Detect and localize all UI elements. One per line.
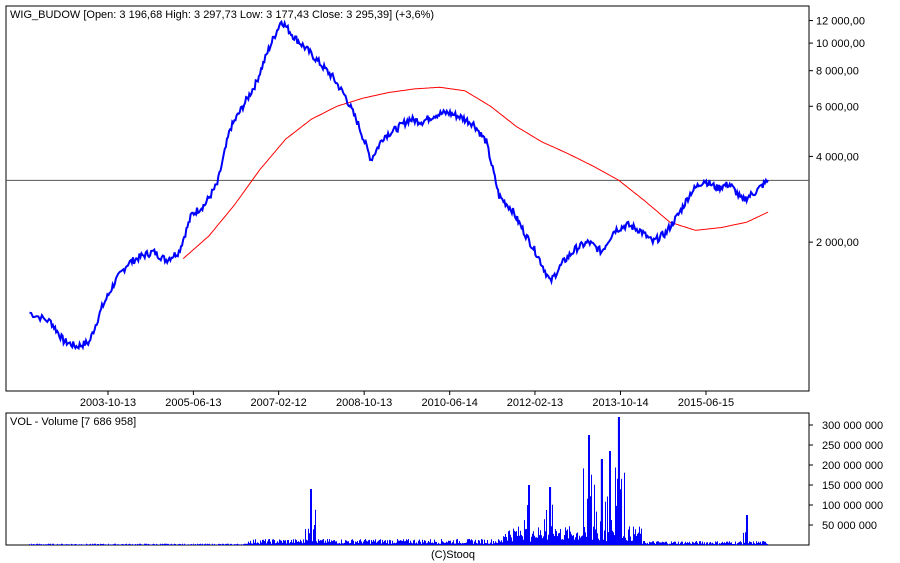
price-y-axis: 2 000,00 4 000,00 6 000,00 8 000,00 10 000,0…	[809, 16, 865, 249]
price-x-axis: 2003-10-13 2005-06-13 2007-02-12 2008-10-13…	[80, 391, 734, 409]
y-tick-label: 2 000,00	[816, 237, 859, 249]
footer-credit: (C)Stooq	[431, 549, 475, 561]
y-tick-label: 10 000,00	[816, 38, 865, 50]
volume-panel-frame	[5, 412, 810, 546]
x-tick-label: 2008-10-13	[336, 397, 392, 409]
volume-y-tick-label: 250 000 000	[822, 440, 883, 452]
price-series	[6, 19, 809, 351]
y-tick-label: 8 000,00	[816, 66, 859, 78]
volume-y-tick-label: 150 000 000	[822, 480, 883, 492]
y-tick-label: 4 000,00	[816, 151, 859, 163]
price-line	[29, 19, 769, 351]
x-tick-label: 2007-02-12	[250, 397, 306, 409]
price-panel-frame	[5, 5, 810, 392]
price-panel-title: WIG_BUDOW [Open: 3 196,68 High: 3 297,73…	[10, 9, 434, 21]
x-tick-label: 2010-06-14	[422, 397, 478, 409]
volume-panel-title: VOL - Volume [7 686 958]	[10, 416, 136, 428]
x-tick-label: 2003-10-13	[80, 397, 136, 409]
x-tick-label: 2015-06-15	[678, 397, 734, 409]
volume-y-axis: 50 000 000 100 000 000 150 000 000 200 000 …	[809, 420, 883, 532]
volume-bars	[29, 417, 768, 545]
volume-y-tick-label: 200 000 000	[822, 460, 883, 472]
volume-series	[29, 417, 768, 545]
volume-y-tick-label: 100 000 000	[822, 500, 883, 512]
x-tick-label: 2005-06-13	[165, 397, 221, 409]
y-tick-label: 12 000,00	[816, 16, 865, 28]
x-tick-label: 2012-02-13	[507, 397, 563, 409]
x-tick-label: 2013-10-14	[592, 397, 648, 409]
y-tick-label: 6 000,00	[816, 101, 859, 113]
volume-y-tick-label: 50 000 000	[822, 520, 877, 532]
volume-y-tick-label: 300 000 000	[822, 420, 883, 432]
